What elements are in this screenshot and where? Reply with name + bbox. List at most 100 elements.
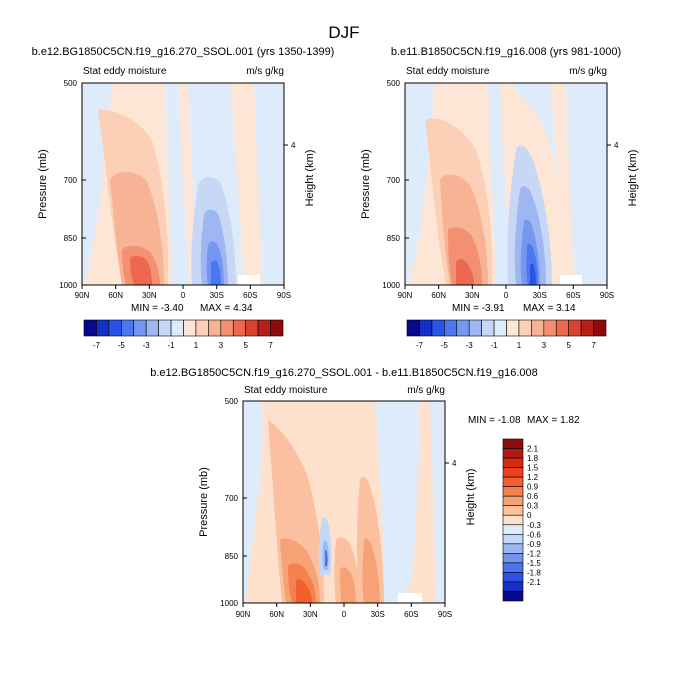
colorbar-c-label: -0.9	[527, 540, 541, 549]
colorbar-b-label: -1	[491, 341, 499, 350]
xtick-label: 30N	[142, 291, 157, 300]
colorbar-b-label: 1	[517, 341, 522, 350]
colorbar-c-swatch	[502, 572, 524, 583]
colorbar-c-swatch	[502, 448, 524, 459]
colorbar-b-swatch	[431, 319, 445, 337]
ytick-label: 500	[64, 79, 78, 88]
colorbar-b-label: -7	[416, 341, 424, 350]
colorbar-c-label: 0.3	[527, 502, 539, 511]
colorbar-a-swatch	[96, 319, 110, 337]
colorbar-a-swatch	[183, 319, 197, 337]
colorbar-c-label: 1.8	[527, 454, 539, 463]
panel-c-contours	[243, 401, 445, 603]
colorbar-c-label: 0	[527, 511, 532, 520]
xtick-label: 90S	[277, 291, 291, 300]
colorbar-a-swatch	[133, 319, 147, 337]
xtick-label: 60S	[243, 291, 257, 300]
panel-b-xticklabels: 90N 60N 30N 0 30S 60S 90S	[398, 291, 614, 300]
ytick-label: 500	[387, 79, 401, 88]
panel-a-right-string: m/s g/kg	[246, 66, 284, 77]
colorbar-a-swatch	[220, 319, 234, 337]
colorbar-c-swatch	[502, 505, 524, 516]
colorbar-c-swatch	[502, 524, 524, 535]
y2tick-label: 4	[291, 141, 296, 150]
colorbar-a-label: -1	[168, 341, 176, 350]
colorbar-a-swatch	[270, 319, 284, 337]
panel-c-xticklabels: 90N 60N 30N 0 30S 60S 90S	[236, 610, 452, 619]
panel-c-title: b.e12.BG1850C5CN.f19_g16.270_SSOL.001 - …	[150, 367, 538, 379]
colorbar-c-swatch	[502, 457, 524, 468]
colorbar-b-swatch	[406, 319, 420, 337]
colorbar-c-swatch	[502, 438, 524, 449]
colorbar-a-swatch	[232, 319, 246, 337]
colorbar-a-label: 7	[268, 341, 273, 350]
colorbar-b-swatch	[493, 319, 507, 337]
panel-b-left-string: Stat eddy moisture	[406, 66, 490, 77]
colorbar-b-swatch	[518, 319, 532, 337]
colorbar-b-swatch	[531, 319, 545, 337]
ytick-label: 850	[64, 234, 78, 243]
colorbar-panel-c: 2.11.81.51.20.90.60.30-0.3-0.6-0.9-1.2-1…	[502, 438, 541, 602]
colorbar-c-label: -0.6	[527, 530, 541, 539]
panel-b-contours	[405, 83, 607, 285]
ytick-label: 700	[387, 176, 401, 185]
colorbar-b-label: 5	[566, 341, 571, 350]
colorbar-c-swatch	[502, 467, 524, 478]
colorbar-a-swatch	[121, 319, 135, 337]
colorbar-a-swatch	[257, 319, 271, 337]
panel-a-xticklabels: 90N 60N 30N 0 30S 60S 90S	[75, 291, 291, 300]
colorbar-a-label: 1	[194, 341, 199, 350]
panel-a-min: MIN = -3.40	[131, 303, 184, 314]
colorbar-b-swatch	[568, 319, 582, 337]
xtick-label: 0	[504, 291, 509, 300]
colorbar-b-swatch	[543, 319, 557, 337]
panel-c-yticklabels: 500 700 850 1000 4	[220, 397, 457, 608]
colorbar-a-label: -5	[118, 341, 126, 350]
colorbar-c-label: 0.6	[527, 492, 539, 501]
colorbar-b-label: 7	[591, 341, 596, 350]
ytick-label: 850	[225, 552, 239, 561]
xtick-label: 60N	[269, 610, 284, 619]
panel-a-left-string: Stat eddy moisture	[83, 66, 167, 77]
colorbar-c-label: -0.3	[527, 521, 541, 530]
panel-a-title: b.e12.BG1850C5CN.f19_g16.270_SSOL.001 (y…	[32, 46, 335, 58]
panel-b: b.e11.B1850C5CN.f19_g16.008 (yrs 981-100…	[360, 46, 639, 314]
colorbar-a-swatch	[170, 319, 184, 337]
panel-c-ylabel: Pressure (mb)	[198, 467, 210, 537]
xtick-label: 0	[342, 610, 347, 619]
panel-a: b.e12.BG1850C5CN.f19_g16.270_SSOL.001 (y…	[32, 46, 335, 314]
colorbar-b-swatch	[580, 319, 594, 337]
colorbar-a-swatch	[245, 319, 259, 337]
colorbar-a-swatch	[145, 319, 159, 337]
colorbar-b-swatch	[456, 319, 470, 337]
xtick-label: 90N	[236, 610, 251, 619]
colorbar-c-label: -1.2	[527, 549, 541, 558]
colorbar-c-label: -1.8	[527, 568, 541, 577]
panel-b-title: b.e11.B1850C5CN.f19_g16.008 (yrs 981-100…	[391, 46, 621, 58]
panel-a-y2label: Height (km)	[304, 150, 316, 207]
ytick-label: 850	[387, 234, 401, 243]
y2tick-label: 4	[614, 141, 619, 150]
colorbar-c-swatch	[502, 476, 524, 487]
colorbar-c-label: 1.5	[527, 464, 539, 473]
panel-c-ticks	[242, 400, 449, 607]
panel-c-y2label: Height (km)	[465, 469, 477, 526]
colorbar-c-swatch	[502, 533, 524, 545]
colorbar-a-label: 5	[243, 341, 248, 350]
panel-a-ticks	[81, 82, 288, 289]
colorbar-c-swatch	[502, 562, 524, 573]
colorbar-c-swatch	[502, 591, 524, 602]
colorbar-a-label: -7	[93, 341, 101, 350]
panel-b-min: MIN = -3.91	[452, 303, 505, 314]
panel-b-y2label: Height (km)	[627, 150, 639, 207]
colorbar-c-swatch	[502, 486, 524, 497]
ytick-label: 1000	[59, 281, 77, 290]
ytick-label: 500	[225, 397, 239, 406]
colorbar-c-label: -2.1	[527, 578, 541, 587]
panel-c-max: MAX = 1.82	[527, 415, 580, 426]
xtick-label: 30N	[465, 291, 480, 300]
panel-b-yticklabels: 500 700 850 1000 4	[382, 79, 619, 290]
xtick-label: 30S	[533, 291, 547, 300]
colorbar-b-swatch	[419, 319, 433, 337]
